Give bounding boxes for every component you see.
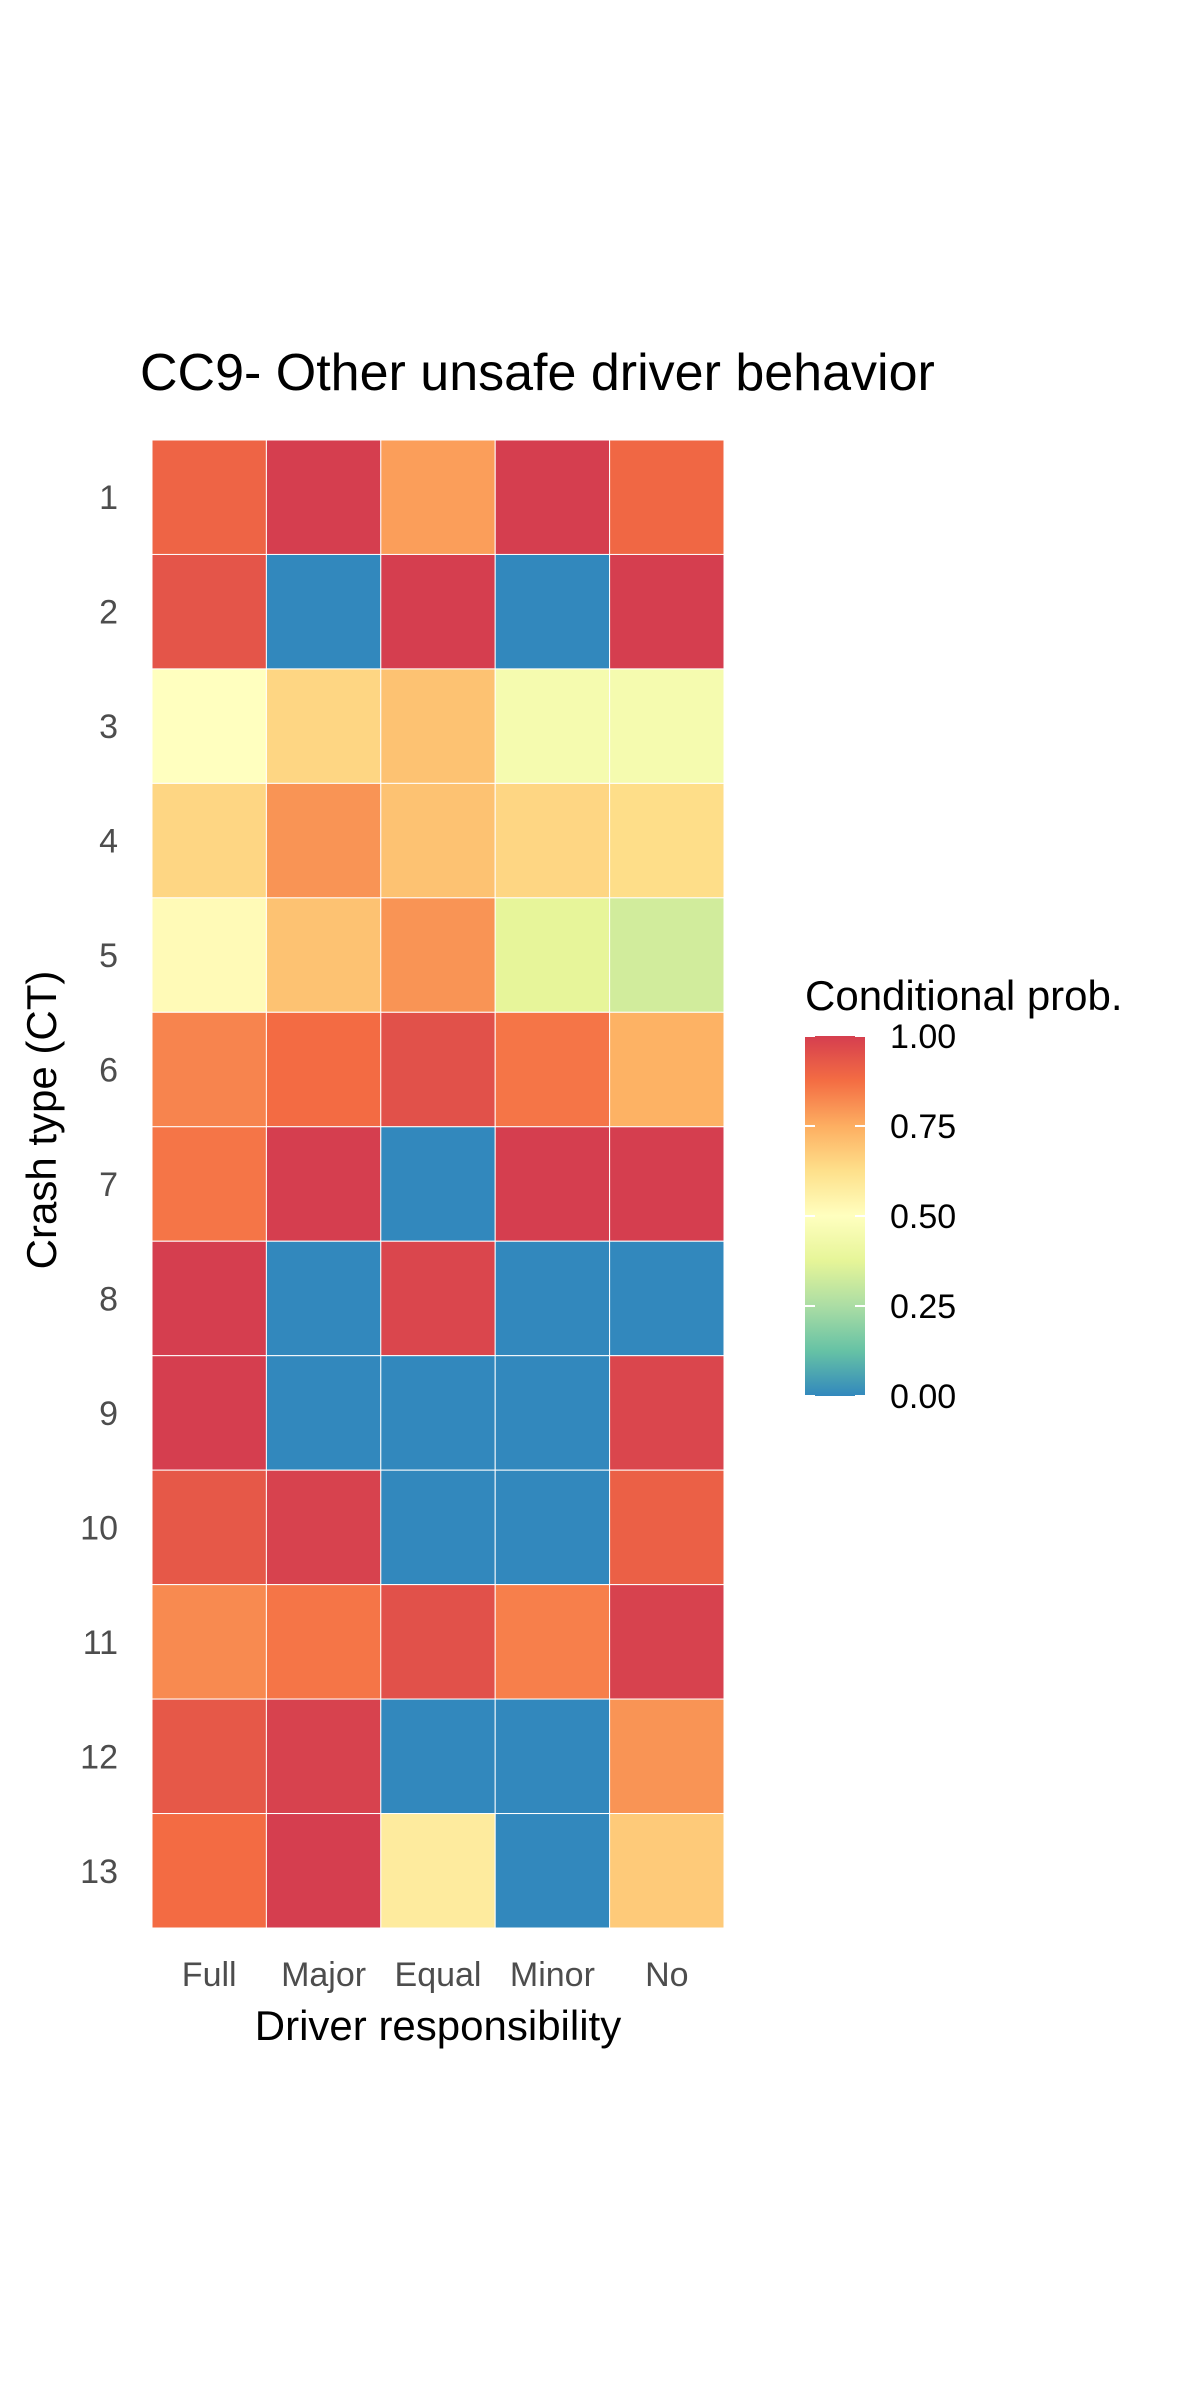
heatmap-cell (609, 439, 725, 555)
heatmap-cell (494, 439, 611, 555)
y-tick-label: 3 (99, 708, 118, 746)
heatmap-cell (380, 1813, 496, 1929)
heatmap-cell (151, 439, 267, 555)
heatmap-cell (151, 1698, 267, 1815)
heatmap-cell (380, 553, 496, 670)
heatmap-cell (380, 897, 496, 1013)
y-tick-label: 9 (99, 1395, 118, 1433)
heatmap-cell (609, 1584, 725, 1700)
y-tick-label: 2 (99, 594, 118, 632)
x-axis-ticks: Full Major Equal Minor No (182, 1956, 689, 1994)
y-tick-label: 8 (99, 1280, 118, 1318)
heatmap-cell (380, 1698, 496, 1815)
heatmap-cell (265, 1355, 382, 1471)
heatmap-cell (151, 553, 267, 670)
heatmap-cell (609, 1355, 725, 1471)
heatmap-cell (151, 1584, 267, 1700)
legend-tick-label: 0.25 (890, 1288, 956, 1326)
y-tick-label: 12 (80, 1738, 118, 1776)
heatmap-cell (609, 1813, 725, 1929)
heatmap-cell (494, 782, 611, 899)
y-tick-label: 4 (99, 823, 118, 861)
y-axis-title: Crash type (CT) (18, 971, 65, 1270)
heatmap-cell (151, 1126, 267, 1242)
heatmap-cell (609, 1011, 725, 1128)
heatmap-cell (494, 553, 611, 670)
heatmap-cell (380, 1126, 496, 1242)
y-tick-label: 5 (99, 937, 118, 975)
legend-tick-label: 0.75 (890, 1108, 956, 1146)
heatmap-cell (380, 782, 496, 899)
heatmap-cell (151, 897, 267, 1013)
heatmap-cell (494, 1469, 611, 1586)
heatmap-cell (265, 1240, 382, 1357)
x-tick-label: Major (281, 1956, 366, 1994)
heatmap-cell (151, 1355, 267, 1471)
x-tick-label: Minor (510, 1956, 595, 1994)
heatmap-cell (265, 1126, 382, 1242)
heatmap-cell (494, 1011, 611, 1128)
legend-ticks: 1.00 0.75 0.50 0.25 0.00 (805, 1018, 956, 1416)
legend-tick-label: 0.00 (890, 1378, 956, 1416)
heatmap-cell (609, 553, 725, 670)
heatmap-cell (151, 1469, 267, 1586)
y-tick-label: 10 (80, 1509, 118, 1547)
heatmap-cell (265, 897, 382, 1013)
heatmap-cells (151, 439, 725, 1929)
heatmap-cell (265, 1469, 382, 1586)
heatmap-cell (265, 1813, 382, 1929)
heatmap-cell (494, 1813, 611, 1929)
heatmap-cell (151, 668, 267, 784)
heatmap-cell (380, 1011, 496, 1128)
heatmap-cell (494, 1584, 611, 1700)
heatmap-cell (609, 782, 725, 899)
heatmap-cell (380, 668, 496, 784)
x-tick-label: Equal (395, 1956, 482, 1994)
heatmap-cell (265, 439, 382, 555)
heatmap-cell (151, 1240, 267, 1357)
heatmap-cell (494, 897, 611, 1013)
heatmap-cell (609, 668, 725, 784)
heatmap-cell (151, 1011, 267, 1128)
heatmap-cell (265, 1584, 382, 1700)
heatmap-cell (494, 1698, 611, 1815)
x-axis-title: Driver responsibility (255, 2002, 621, 2049)
heatmap-cell (265, 553, 382, 670)
heatmap-cell (265, 668, 382, 784)
y-tick-label: 11 (83, 1624, 118, 1662)
x-tick-label: Full (182, 1956, 237, 1994)
y-tick-label: 7 (99, 1166, 118, 1204)
heatmap-cell (265, 782, 382, 899)
legend-tick-label: 1.00 (890, 1018, 956, 1056)
y-tick-label: 13 (80, 1853, 118, 1891)
heatmap-cell (494, 1355, 611, 1471)
heatmap-cell (380, 439, 496, 555)
heatmap-cell (609, 1126, 725, 1242)
heatmap-cell (380, 1469, 496, 1586)
heatmap-cell (609, 1240, 725, 1357)
heatmap-cell (494, 1126, 611, 1242)
heatmap-cell (380, 1355, 496, 1471)
x-tick-label: No (645, 1956, 688, 1994)
heatmap-cell (494, 668, 611, 784)
heatmap-cell (265, 1011, 382, 1128)
heatmap-cell (609, 897, 725, 1013)
heatmap-cell (494, 1240, 611, 1357)
heatmap-cell (609, 1698, 725, 1815)
chart-title: CC9- Other unsafe driver behavior (140, 344, 935, 402)
legend-tick-label: 0.50 (890, 1198, 956, 1236)
y-tick-label: 1 (99, 479, 118, 517)
color-legend: Conditional prob. 1.00 0.75 0.50 0.25 0.00 (805, 972, 1123, 1416)
heatmap-cell (151, 1813, 267, 1929)
heatmap-cell (380, 1240, 496, 1357)
y-tick-label: 6 (99, 1052, 118, 1090)
heatmap-cell (380, 1584, 496, 1700)
legend-title: Conditional prob. (805, 972, 1123, 1019)
heatmap-cell (609, 1469, 725, 1586)
heatmap-cell (265, 1698, 382, 1815)
heatmap-cell (151, 782, 267, 899)
